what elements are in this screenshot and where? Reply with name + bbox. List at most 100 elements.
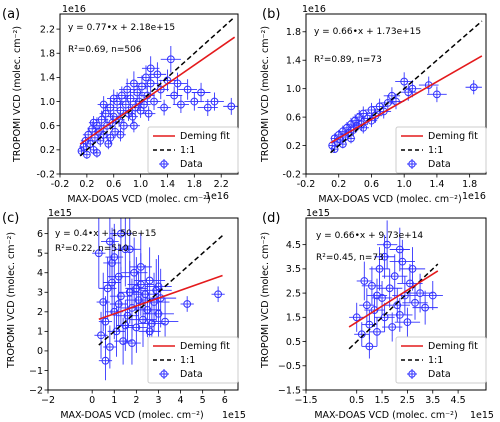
data-marker: [101, 317, 110, 326]
data-marker: [433, 90, 441, 99]
x-tick-label: 0.6: [364, 179, 379, 190]
data-marker: [132, 284, 141, 293]
data-marker: [408, 264, 417, 273]
data-point: [399, 247, 426, 291]
y-tick-label: 1.8: [40, 49, 55, 60]
x-tick-label: 0.2: [79, 179, 94, 190]
x-tick-label: 1.0: [397, 179, 412, 190]
x-exponent-label: 1e15: [222, 410, 246, 421]
one-to-one-line: [330, 20, 483, 154]
data-marker: [139, 315, 147, 324]
data-point: [105, 131, 116, 144]
y-axis-label: TROPOMI VCD (molec. cm⁻²): [12, 26, 23, 163]
data-marker: [128, 339, 136, 347]
data-marker: [117, 292, 125, 301]
data-point: [98, 341, 113, 381]
data-point: [166, 86, 183, 105]
data-marker: [150, 97, 158, 106]
data-marker: [395, 311, 404, 319]
data-marker: [161, 317, 169, 326]
y-tick-label: 4.5: [286, 240, 301, 251]
data-marker: [136, 262, 145, 271]
x-tick-label: 6: [222, 395, 228, 406]
data-marker: [119, 121, 128, 130]
data-marker: [153, 70, 162, 79]
legend-label-1to1: 1:1: [428, 355, 443, 366]
data-marker: [154, 282, 163, 291]
y-tick-label: −0.5: [278, 361, 301, 372]
y-tick-label: 2.2: [40, 24, 55, 35]
data-marker: [416, 289, 424, 297]
y-exponent-label: 1e15: [306, 208, 330, 219]
data-point: [403, 80, 422, 98]
data-point: [98, 127, 110, 142]
legend-swatch-data: [407, 369, 417, 379]
data-marker: [411, 298, 419, 307]
data-layer: [328, 20, 483, 154]
data-point: [402, 285, 428, 320]
data-marker: [114, 300, 123, 308]
x-tick-label: 0: [89, 395, 95, 406]
y-tick-label: -0.2: [36, 169, 55, 180]
legend-swatch-data: [407, 159, 417, 169]
data-marker: [375, 264, 384, 273]
data-point: [92, 148, 101, 158]
panel-letter: (a): [2, 7, 20, 22]
x-exponent-label: 1e15: [470, 410, 494, 421]
data-marker: [362, 301, 371, 310]
data-marker: [352, 313, 361, 322]
y-tick-label: 3.5: [286, 264, 301, 275]
data-point: [105, 223, 124, 291]
data-marker: [146, 64, 155, 73]
data-marker: [99, 130, 108, 139]
data-marker: [108, 278, 116, 287]
data-marker: [428, 291, 437, 300]
data-point: [349, 302, 365, 332]
panel-a: -0.2 0.2 0.6 1.0 1.4 1.8 2.2 -0.2 0.2 0.6 1.0 1.4 1.…: [2, 4, 239, 205]
data-point: [371, 280, 393, 315]
data-point: [387, 297, 413, 332]
data-point: [354, 322, 370, 347]
data-point: [141, 56, 160, 81]
data-point: [137, 65, 155, 90]
data-point: [109, 266, 132, 326]
panel-letter: (c): [2, 211, 19, 226]
legend: Deming fit 1:1 Data: [147, 126, 239, 174]
x-axis-label: MAX-DOAS VCD (molec. cm⁻²): [318, 194, 461, 205]
data-marker: [144, 109, 153, 118]
legend-box: [147, 126, 239, 174]
data-layer: [348, 220, 443, 359]
data-point: [127, 119, 140, 133]
data-point: [172, 96, 189, 114]
x-tick-label: 2: [133, 395, 139, 406]
data-point: [427, 86, 447, 103]
y-tick-label: 1.5: [286, 313, 301, 324]
data-marker: [379, 107, 388, 116]
data-point: [361, 334, 377, 359]
legend-label-1to1: 1:1: [180, 355, 195, 366]
deming-fit-line: [98, 274, 223, 320]
data-point: [412, 290, 438, 325]
fit-equation: y = 0.66•x + 1.73e+15: [314, 27, 421, 37]
one-to-one-line: [98, 235, 224, 346]
data-marker: [190, 97, 199, 106]
data-point: [92, 218, 106, 289]
data-point: [392, 276, 418, 315]
data-point: [361, 266, 383, 306]
y-exponent-label: 1e16: [302, 4, 326, 15]
data-point: [465, 80, 482, 95]
data-point: [382, 312, 403, 342]
y-axis-label: TROPOMI VCD (molec. cm⁻²): [6, 232, 17, 369]
legend-box: [395, 336, 487, 384]
data-point: [145, 255, 172, 318]
x-tick-label: 5: [200, 395, 206, 406]
x-tick-label: -0.2: [297, 179, 316, 190]
y-tick-label: 2.5: [286, 288, 301, 299]
data-marker: [105, 343, 114, 351]
deming-fit-line: [330, 55, 483, 144]
legend-label-fit: Deming fit: [180, 341, 230, 352]
one-to-one-line: [79, 16, 236, 157]
data-marker: [197, 88, 205, 97]
legend-label-fit: Deming fit: [180, 131, 230, 142]
